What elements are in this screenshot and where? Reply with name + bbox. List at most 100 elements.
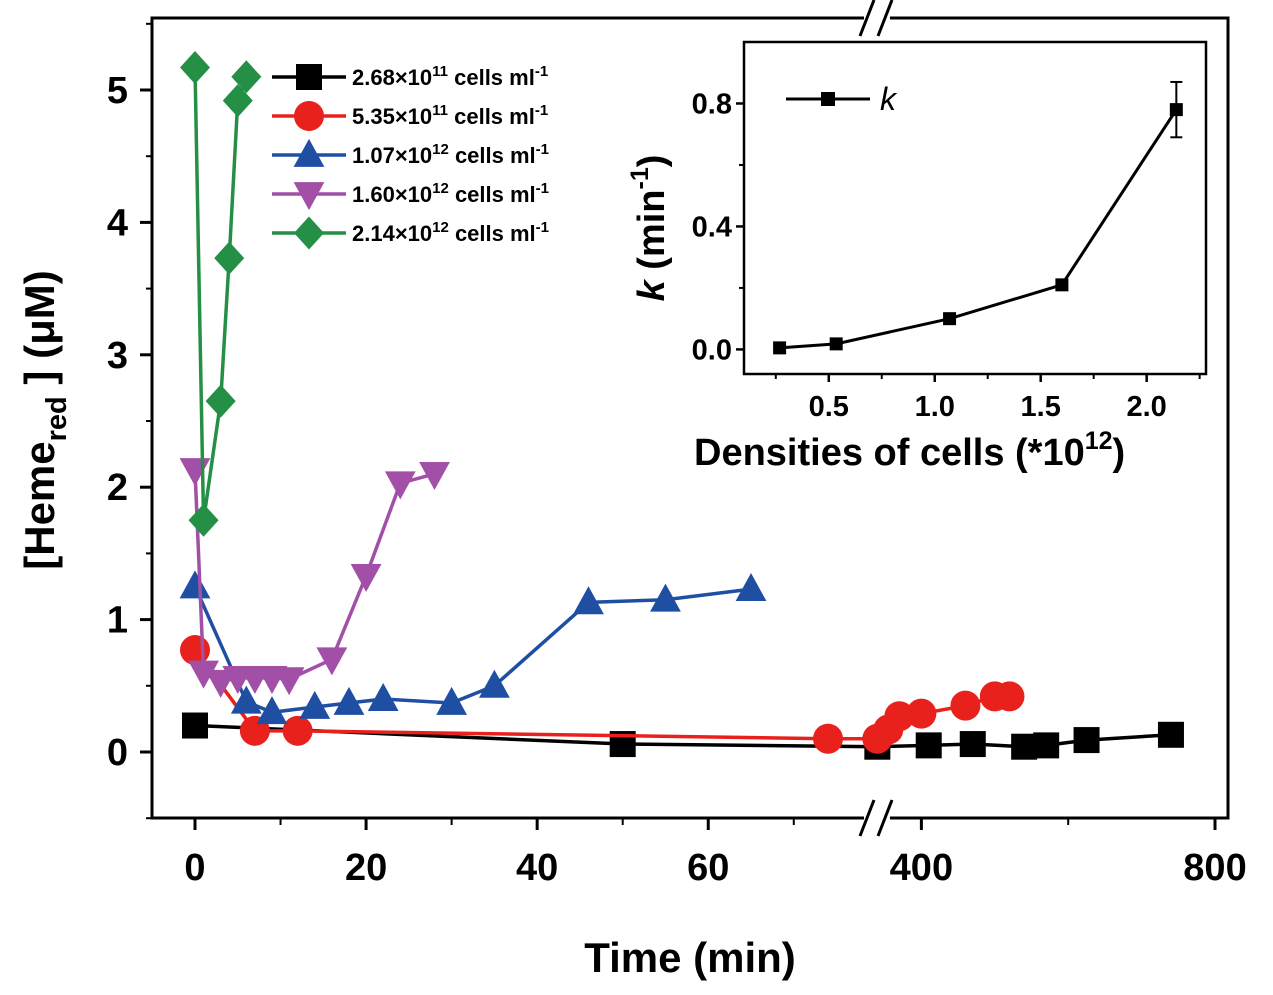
data-point: [179, 570, 211, 599]
inset-x-tick-label: 2.0: [1126, 391, 1166, 423]
data-point: [1033, 732, 1060, 759]
data-point: [256, 696, 288, 725]
data-point: [182, 712, 208, 739]
series-triangle-down: [179, 458, 450, 698]
inset-x-tick-label: 1.0: [915, 391, 955, 423]
data-point: [180, 635, 210, 666]
legend-label: 5.35×1011 cells ml-1: [352, 102, 548, 129]
data-point: [230, 685, 262, 714]
axis-break-marks: [858, 0, 894, 837]
inset-series-k: [773, 80, 1183, 355]
y-tick-label: 2: [107, 467, 128, 509]
inset-x-axis-title: Densities of cells (*1012): [694, 427, 1125, 474]
main-axis-ticks: 0 1 2 3 4 5 0 20 40 60 400 800: [107, 22, 1247, 889]
series-triangle-up: [179, 570, 767, 725]
data-point: [573, 586, 604, 615]
legend-entry: 1.07×1012 cells ml-1: [272, 138, 549, 168]
legend-entry: 1.60×1012 cells ml-1: [272, 180, 549, 211]
inset-x-tick-label: 0.5: [809, 391, 849, 423]
data-point: [299, 690, 331, 719]
data-point: [884, 701, 915, 732]
x-tick-label: 60: [687, 847, 729, 889]
x-tick-label: 800: [1183, 847, 1246, 889]
data-point: [188, 503, 219, 537]
inset-data-point: [829, 337, 843, 351]
data-point: [1157, 721, 1184, 748]
legend: 2.68×1011 cells ml-1 5.35×1011 cells ml-1…: [272, 63, 549, 250]
legend-marker: [294, 101, 324, 131]
y-tick-label: 4: [107, 202, 128, 244]
y-tick-label: 3: [107, 335, 128, 377]
series-line: [193, 469, 435, 684]
legend-label: 2.14×1012 cells ml-1: [352, 219, 549, 246]
data-point: [316, 647, 348, 676]
x-axis-title: Time (min): [584, 934, 796, 981]
inset-y-axis-title: k (min-1): [626, 155, 673, 302]
y-axis-title: [Hemered ] (μM): [16, 270, 73, 570]
data-point: [282, 715, 313, 746]
inset-data-point: [1169, 103, 1183, 117]
data-point: [333, 686, 365, 715]
inset-y-tick-label: 0.0: [692, 334, 732, 366]
legend-marker: [293, 138, 325, 167]
data-point: [994, 681, 1025, 712]
inset-series-layer: [773, 80, 1183, 355]
legend-marker: [293, 182, 325, 211]
inset-axis-ticks: 0.0 0.4 0.8 0.5 1.0 1.5 2.0: [692, 88, 1201, 423]
data-point: [813, 723, 843, 754]
legend-marker: [294, 216, 324, 250]
legend-label: 1.07×1012 cells ml-1: [352, 141, 549, 168]
y-tick-label: 5: [107, 70, 128, 112]
legend-label: 2.68×1011 cells ml-1: [352, 63, 548, 90]
data-point: [180, 50, 210, 84]
inset-legend-label: k: [880, 81, 898, 117]
series-circle: [180, 635, 1025, 754]
inset-data-point: [943, 312, 957, 326]
data-point: [222, 84, 253, 118]
series-line: [193, 67, 248, 521]
x-tick-label: 400: [890, 847, 953, 889]
inset-legend-marker: [821, 92, 835, 106]
main-series-layer: [179, 50, 1184, 760]
x-tick-label: 40: [516, 847, 558, 889]
data-point: [214, 241, 245, 275]
data-point: [419, 462, 450, 491]
data-point: [367, 682, 399, 711]
y-tick-label: 0: [107, 732, 128, 774]
data-point: [205, 384, 236, 418]
data-point: [950, 690, 981, 721]
data-point: [959, 731, 986, 758]
x-tick-label: 0: [184, 847, 205, 889]
y-tick-label: 1: [107, 600, 128, 642]
data-point: [273, 667, 305, 696]
inset-y-tick-label: 0.8: [692, 88, 732, 120]
data-point: [906, 698, 937, 729]
inset-legend: k: [786, 81, 898, 117]
data-point: [915, 732, 942, 759]
data-point: [735, 573, 767, 602]
legend-entry: 2.14×1012 cells ml-1: [272, 216, 549, 250]
main-plot-frame: [150, 16, 1230, 820]
data-point: [1073, 727, 1100, 754]
series-diamond: [180, 50, 262, 537]
inset-data-point: [773, 341, 787, 355]
data-point: [188, 660, 219, 689]
inset-y-tick-label: 0.4: [692, 211, 732, 243]
legend-entry: 2.68×1011 cells ml-1: [272, 63, 548, 90]
data-point: [350, 564, 382, 593]
inset-frame: [742, 40, 1208, 376]
data-point: [384, 471, 416, 500]
x-tick-label: 20: [345, 847, 387, 889]
legend-marker: [296, 64, 322, 90]
data-point: [179, 458, 211, 487]
data-point: [205, 669, 237, 698]
legend-entry: 5.35×1011 cells ml-1: [272, 101, 548, 131]
data-point: [231, 60, 262, 94]
data-point: [650, 583, 681, 612]
data-point: [436, 686, 468, 715]
data-point: [1011, 733, 1038, 760]
inset-data-point: [1055, 278, 1069, 292]
data-point: [478, 669, 510, 698]
inset-x-tick-label: 1.5: [1021, 391, 1061, 423]
